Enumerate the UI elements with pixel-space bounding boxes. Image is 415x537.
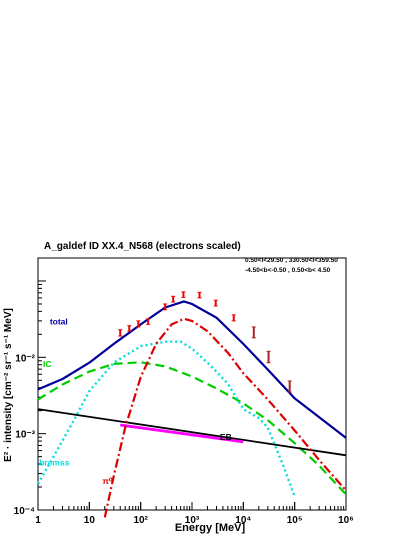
data-point xyxy=(182,293,185,296)
curve-label: IC xyxy=(43,359,52,369)
x-tick-label: 10⁶ xyxy=(338,515,354,526)
data-point xyxy=(137,323,140,326)
y-tick-label: 10⁻³ xyxy=(15,430,35,441)
data-point xyxy=(267,356,270,359)
data-point xyxy=(128,327,131,330)
x-tick-label: 10⁴ xyxy=(235,515,251,526)
data-point xyxy=(147,321,149,323)
data-point xyxy=(164,305,166,308)
x-tick-label: 10 xyxy=(84,515,96,526)
data-point xyxy=(214,302,217,305)
region-label-2: -4.50<b<-0.50 , 0.50<b< 4.50 xyxy=(245,267,331,274)
curve-label: total xyxy=(50,316,68,326)
curve-label: bremss xyxy=(39,458,70,468)
data-point xyxy=(288,386,291,388)
curve-label: EB xyxy=(220,432,232,442)
x-tick-label: 10⁵ xyxy=(287,515,303,526)
x-tick-label: 10² xyxy=(133,515,148,526)
region-label-1: 0.50<l<29.50 , 330.50<l<359.50 xyxy=(245,257,338,264)
x-tick-label: 1 xyxy=(35,515,41,526)
series-line xyxy=(36,340,296,498)
data-point xyxy=(232,316,235,319)
series-line xyxy=(37,361,347,496)
curve-labels-group: total IC EB bremss π⁰ xyxy=(39,316,232,485)
series-line xyxy=(37,408,347,457)
data-point xyxy=(198,294,201,297)
y-tick-label: 10⁻² xyxy=(15,353,35,364)
y-axis-label: E² · intensity [cm⁻² sr⁻¹ s⁻¹ MeV] xyxy=(3,308,14,462)
series-line xyxy=(120,423,244,444)
x-tick-label: 10³ xyxy=(185,515,200,526)
data-points-group xyxy=(118,291,292,393)
x-axis-label: Energy [MeV] xyxy=(175,522,246,534)
data-point xyxy=(119,331,122,334)
y-tick-label: 10⁻⁴ xyxy=(14,506,35,517)
data-point xyxy=(172,298,174,300)
series-group xyxy=(36,300,347,518)
axes: 1 10 10² 10³ 10⁴ 10⁵ 10⁶ 10⁻⁴ 10⁻³ 10⁻² xyxy=(14,257,354,526)
series-line xyxy=(37,300,347,439)
chart-title: A_galdef ID XX.4_N568 (electrons scaled) xyxy=(44,241,241,252)
data-point xyxy=(253,331,255,334)
series-line xyxy=(103,317,347,518)
curve-label: π⁰ xyxy=(102,476,113,486)
plot-frame xyxy=(37,257,347,511)
